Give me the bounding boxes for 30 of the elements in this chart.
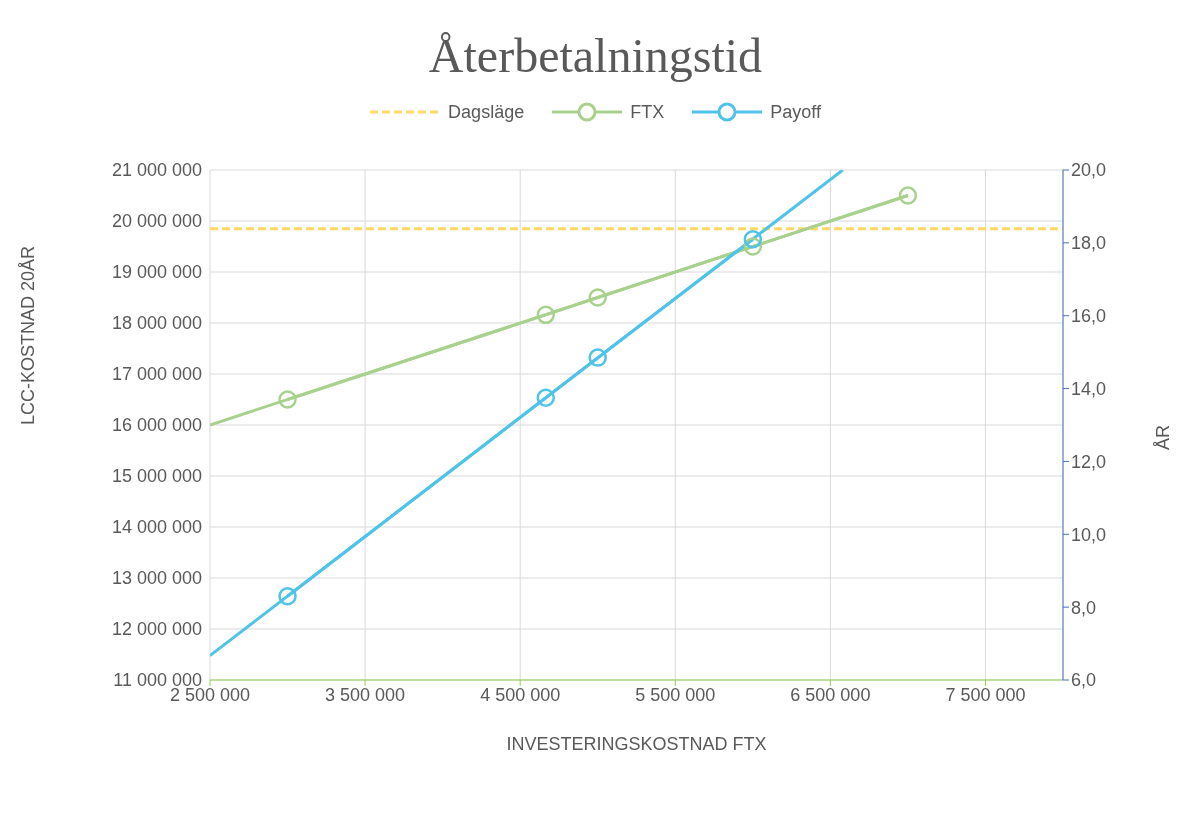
legend-label: Dagsläge bbox=[448, 101, 525, 123]
y-tick-label: 15 000 000 bbox=[111, 466, 202, 487]
y-tick-label: 14 000 000 bbox=[111, 517, 202, 538]
x-tick-label: 3 500 000 bbox=[325, 684, 406, 705]
y2-tick-label: 8,0 bbox=[1071, 597, 1097, 618]
y-tick-label: 19 000 000 bbox=[111, 262, 202, 283]
chart-title: Återbetalningstid bbox=[427, 28, 764, 84]
x-axis-title: INVESTERINGSKOSTNAD FTX bbox=[506, 734, 767, 754]
y2-tick-label: 6,0 bbox=[1071, 670, 1097, 691]
x-tick-label: 5 500 000 bbox=[635, 684, 716, 705]
y2-axis-title: ÅR bbox=[1153, 425, 1174, 451]
y-tick-label: 13 000 000 bbox=[111, 568, 202, 589]
y-tick-label: 12 000 000 bbox=[111, 619, 202, 640]
y-tick-label: 21 000 000 bbox=[111, 160, 202, 181]
legend-label: FTX bbox=[630, 101, 665, 123]
y2-tick-label: 12,0 bbox=[1071, 451, 1107, 472]
y2-tick-label: 20,0 bbox=[1071, 160, 1107, 181]
y2-tick-label: 18,0 bbox=[1071, 233, 1107, 254]
y2-tick-label: 10,0 bbox=[1071, 524, 1107, 545]
x-tick-label: 7 500 000 bbox=[945, 684, 1026, 705]
y-tick-label: 17 000 000 bbox=[111, 364, 202, 385]
y-tick-label: 16 000 000 bbox=[111, 415, 202, 436]
y2-tick-label: 14,0 bbox=[1071, 378, 1107, 399]
legend-label: Payoff bbox=[770, 101, 821, 123]
y-tick-label: 18 000 000 bbox=[111, 313, 202, 334]
x-tick-label: 6 500 000 bbox=[790, 684, 871, 705]
x-tick-label: 4 500 000 bbox=[480, 684, 561, 705]
y2-tick-label: 16,0 bbox=[1071, 306, 1107, 327]
y-axis-title: LCC-KOSTNAD 20ÅR bbox=[18, 245, 39, 425]
y-tick-label: 20 000 000 bbox=[111, 211, 202, 232]
